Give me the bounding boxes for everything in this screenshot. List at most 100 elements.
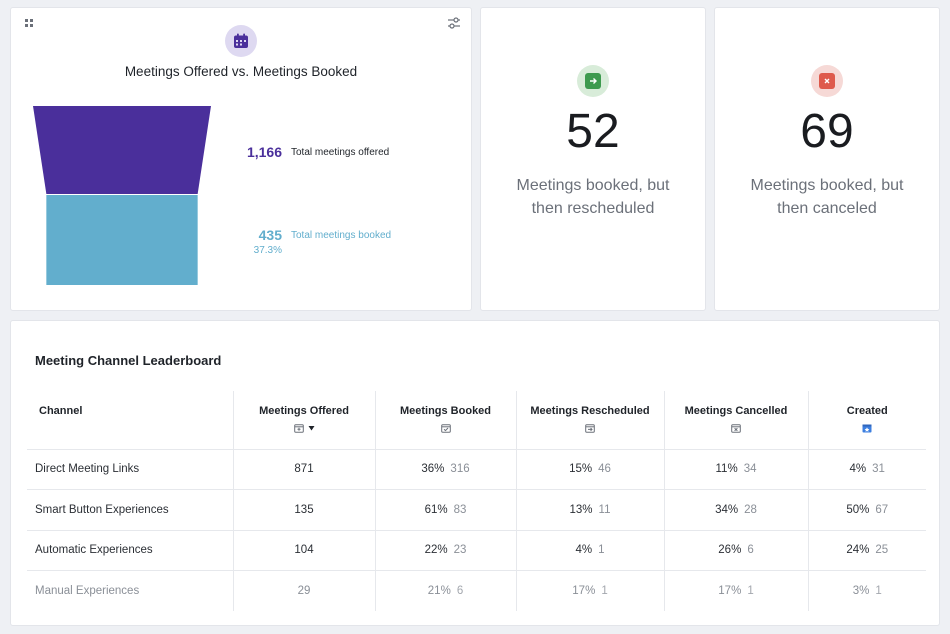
cell-channel: Automatic Experiences bbox=[27, 530, 233, 571]
table-header-row: Channel Meetings Offered Meetings Booked… bbox=[27, 391, 926, 450]
funnel-card: Meetings Offered vs. Meetings Booked 1,1… bbox=[10, 7, 472, 311]
cell-rescheduled-count: 1 bbox=[601, 585, 608, 597]
calendar-icon bbox=[234, 33, 248, 48]
cell-booked-pct: 61% bbox=[424, 503, 448, 516]
col-header-meetings-booked[interactable]: Meetings Booked bbox=[374, 391, 516, 450]
cell-rescheduled-count: 11 bbox=[598, 503, 611, 516]
cell-rescheduled-pct: 4% bbox=[575, 544, 593, 557]
canceled-value: 69 bbox=[800, 105, 854, 158]
rescheduled-value: 52 bbox=[566, 105, 620, 158]
cell-created-count: 67 bbox=[875, 503, 889, 516]
drag-handle-icon[interactable] bbox=[24, 18, 34, 28]
funnel-chart bbox=[33, 106, 211, 285]
booked-label: Total meetings booked bbox=[291, 230, 392, 241]
cell-offered: 135 bbox=[232, 489, 375, 531]
funnel-segment-booked bbox=[46, 195, 198, 285]
calendar-badge bbox=[225, 25, 257, 57]
rescheduled-card: 52 Meetings booked, but then rescheduled bbox=[480, 7, 706, 311]
col-header-meetings-cancelled[interactable]: Meetings Cancelled bbox=[663, 391, 808, 450]
cell-rescheduled-count: 1 bbox=[598, 544, 605, 557]
calendar-plus-icon bbox=[293, 423, 304, 433]
sort-desc-icon[interactable] bbox=[308, 425, 315, 431]
cell-offered: 29 bbox=[232, 570, 375, 611]
cell-booked: 36% 316 bbox=[374, 449, 516, 490]
cell-channel: Direct Meeting Links bbox=[35, 463, 140, 476]
cell-cancelled-pct: 17% bbox=[718, 585, 742, 597]
cell-booked: 61% 83 bbox=[374, 489, 516, 531]
booked-value-group: 435 37.3% bbox=[211, 227, 282, 256]
cell-created-count: 1 bbox=[875, 585, 882, 597]
table-row[interactable]: Smart Button Experiences 135 61% 83 13% 11… bbox=[27, 489, 926, 531]
calendar-x-icon bbox=[731, 423, 741, 433]
cell-booked: 21% 6 bbox=[374, 570, 516, 611]
x-icon bbox=[819, 73, 835, 89]
offered-label: Total meetings offered bbox=[291, 147, 390, 158]
cell-created-count: 25 bbox=[875, 544, 889, 557]
cell-created-pct: 24% bbox=[846, 544, 870, 557]
cell-booked-pct: 22% bbox=[424, 544, 448, 557]
canceled-label: Meetings booked, but then canceled bbox=[750, 177, 904, 217]
sliders-icon[interactable] bbox=[447, 17, 461, 29]
cell-created: 4% 31 bbox=[807, 449, 926, 490]
cell-offered: 871 bbox=[232, 449, 375, 490]
cell-booked-count: 23 bbox=[453, 544, 467, 557]
cell-cancelled-pct: 34% bbox=[715, 503, 739, 516]
cell-rescheduled: 15% 46 bbox=[515, 449, 664, 490]
calendar-arrow-icon bbox=[585, 423, 595, 433]
cell-created-pct: 50% bbox=[846, 503, 870, 516]
cell-rescheduled-pct: 15% bbox=[569, 463, 593, 476]
rescheduled-label: Meetings booked, but then rescheduled bbox=[516, 177, 670, 217]
col-header-meetings-offered[interactable]: Meetings Offered bbox=[232, 391, 375, 450]
cell-rescheduled: 4% 1 bbox=[515, 530, 664, 571]
cell-rescheduled: 13% 11 bbox=[515, 489, 664, 531]
cell-created-count: 31 bbox=[872, 463, 885, 476]
cell-offered: 104 bbox=[232, 530, 375, 571]
cell-rescheduled: 17% 1 bbox=[515, 570, 664, 611]
cell-cancelled-count: 34 bbox=[743, 463, 757, 476]
cell-cancelled: 17% 1 bbox=[663, 570, 808, 611]
cell-cancelled-count: 6 bbox=[747, 544, 754, 557]
cell-booked-count: 6 bbox=[456, 585, 464, 597]
cell-booked: 22% 23 bbox=[374, 530, 516, 571]
cell-channel: Manual Experiences bbox=[27, 571, 233, 612]
cell-cancelled: 26% 6 bbox=[663, 530, 808, 571]
calendar-check-icon bbox=[440, 423, 451, 433]
cell-rescheduled-pct: 13% bbox=[569, 503, 593, 516]
table-row[interactable]: Automatic Experiences 104 22% 23 4% 1 26% 6… bbox=[27, 530, 926, 571]
cell-cancelled-pct: 11% bbox=[715, 463, 738, 476]
arrow-right-icon bbox=[585, 73, 601, 89]
cell-offered: 135 bbox=[294, 503, 314, 516]
col-header-created[interactable]: Created bbox=[807, 391, 926, 450]
cell-created-pct: 3% bbox=[852, 585, 870, 597]
metric-offered: 1,166 Total meetings offered bbox=[211, 144, 389, 160]
cell-offered: 871 bbox=[294, 463, 314, 476]
cell-booked-pct: 21% bbox=[427, 585, 451, 597]
cell-created-pct: 4% bbox=[849, 463, 867, 476]
metric-booked: 435 37.3% Total meetings booked bbox=[211, 227, 391, 256]
cell-channel: Manual Experiences bbox=[35, 585, 140, 597]
table-row[interactable]: Direct Meeting Links 871 36% 316 15% 46 11… bbox=[27, 449, 926, 490]
rescheduled-badge bbox=[577, 65, 609, 97]
cell-offered: 104 bbox=[294, 544, 314, 557]
cell-channel: Smart Button Experiences bbox=[27, 489, 233, 531]
cell-created: 3% 1 bbox=[807, 570, 926, 611]
cell-cancelled-count: 1 bbox=[747, 585, 754, 597]
cell-booked-pct: 36% bbox=[421, 463, 445, 476]
leaderboard-table: Channel Meetings Offered Meetings Booked… bbox=[27, 391, 926, 611]
col-header-channel[interactable]: Channel bbox=[27, 391, 233, 450]
canceled-card: 69 Meetings booked, but then canceled bbox=[714, 7, 940, 311]
table-row[interactable]: Manual Experiences 29 21% 6 17% 1 17% 1 3% 1 bbox=[27, 570, 926, 612]
leaderboard-card: Meeting Channel Leaderboard Channel Meet… bbox=[10, 320, 940, 626]
cell-created: 50% 67 bbox=[807, 489, 926, 531]
cell-channel: Smart Button Experiences bbox=[35, 503, 169, 516]
cell-cancelled-pct: 26% bbox=[718, 544, 742, 557]
booked-percent: 37.3% bbox=[253, 245, 282, 256]
cell-cancelled: 34% 28 bbox=[663, 489, 808, 531]
col-header-meetings-rescheduled[interactable]: Meetings Rescheduled bbox=[515, 391, 664, 450]
booked-value: 435 bbox=[258, 227, 282, 243]
cell-booked-count: 316 bbox=[450, 463, 470, 476]
cell-cancelled: 11% 34 bbox=[663, 449, 808, 490]
cell-offered: 29 bbox=[297, 585, 311, 597]
calendar-star-icon bbox=[862, 424, 872, 432]
cell-rescheduled-count: 46 bbox=[598, 463, 611, 476]
